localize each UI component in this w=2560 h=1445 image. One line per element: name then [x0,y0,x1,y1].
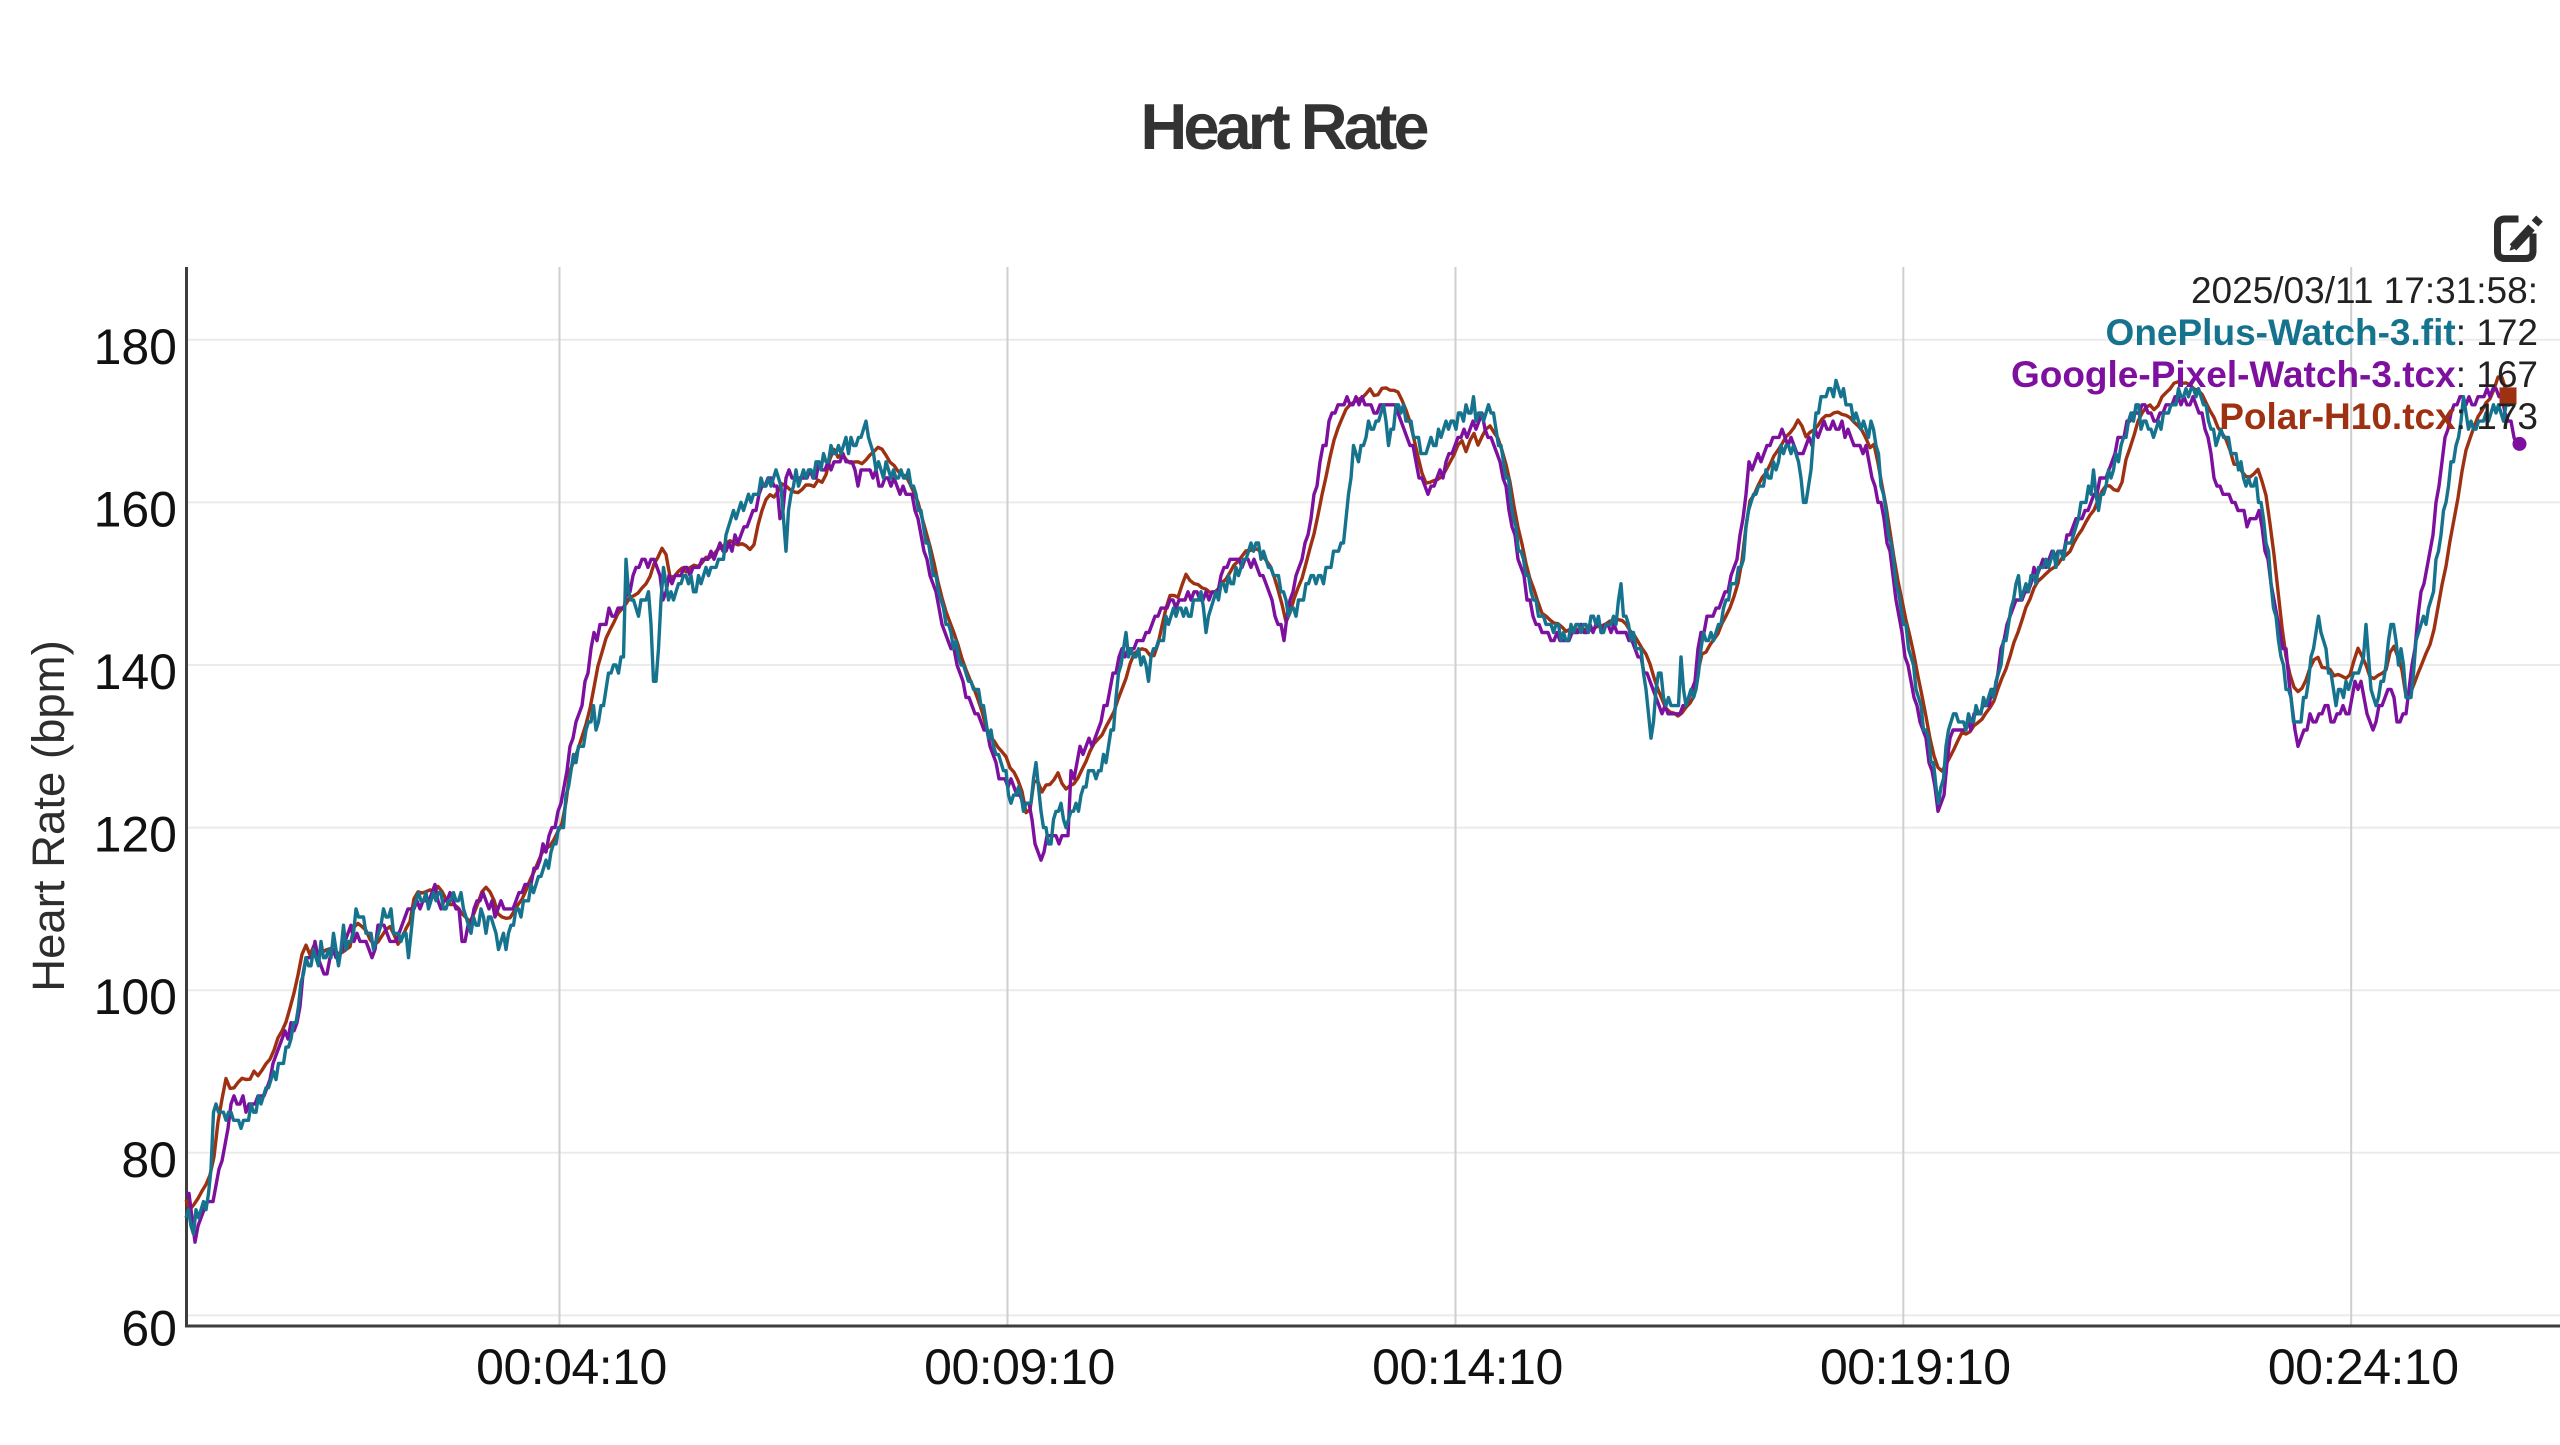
svg-text:120: 120 [94,807,177,863]
svg-text:00:09:10: 00:09:10 [924,1339,1115,1395]
svg-text:Google-Pixel-Watch-3.tcx: 167: Google-Pixel-Watch-3.tcx: 167 [2011,354,2538,395]
svg-text:80: 80 [121,1132,177,1188]
svg-text:2025/03/11 17:31:58:: 2025/03/11 17:31:58: [2191,270,2538,311]
svg-text:Polar-H10.tcx: 173: Polar-H10.tcx: 173 [2219,396,2538,437]
svg-text:00:04:10: 00:04:10 [476,1339,667,1395]
svg-text:00:24:10: 00:24:10 [2268,1339,2459,1395]
svg-text:00:19:10: 00:19:10 [1820,1339,2011,1395]
svg-text:160: 160 [94,481,177,537]
svg-text:00:14:10: 00:14:10 [1372,1339,1563,1395]
svg-text:OnePlus-Watch-3.fit: 172: OnePlus-Watch-3.fit: 172 [2106,312,2538,353]
svg-text:Heart Rate: Heart Rate [1140,90,1427,163]
svg-text:100: 100 [94,969,177,1025]
svg-text:Heart Rate (bpm): Heart Rate (bpm) [23,640,74,991]
svg-text:140: 140 [94,644,177,700]
svg-text:180: 180 [94,319,177,375]
svg-text:60: 60 [121,1300,177,1356]
